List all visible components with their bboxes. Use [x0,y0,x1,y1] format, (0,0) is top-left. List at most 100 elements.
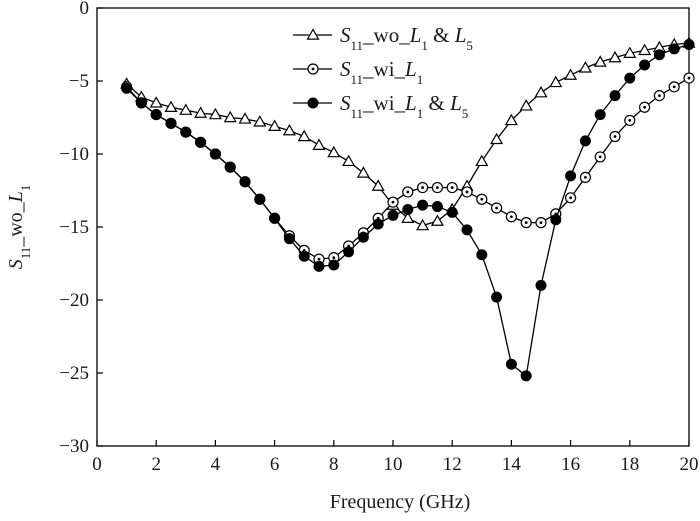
data-point-circle-dot [520,217,532,229]
data-point-filled [298,250,310,262]
data-point-triangle [208,107,222,120]
data-point-triangle [327,145,341,158]
data-point-circle-dot [461,186,473,198]
data-point-triangle [623,46,637,58]
data-point-filled [417,199,429,211]
x-tick-label: 10 [384,454,403,475]
data-point-filled [283,233,295,245]
data-point-triangle [534,85,548,98]
data-point-circle-dot [431,181,443,194]
x-tick-label: 20 [680,454,699,475]
data-point-filled [579,135,591,147]
y-tick-label: −10 [59,144,89,165]
data-point-filled [135,97,147,109]
data-point-triangle [356,166,370,178]
x-axis-title: Frequency (GHz) [330,491,471,513]
data-point-triangle [371,179,385,191]
axis-ticks: 0 2 4 6 8 10 12 14 16 18 20 0 −5 −10 −15 −20 −25 −30 [59,0,698,475]
data-point-triangle [416,218,430,231]
data-point-triangle [282,123,296,136]
x-tick-label: 16 [561,454,580,475]
y-tick-label: −20 [59,290,89,311]
x-tick-label: 8 [329,454,339,475]
data-point-triangle [306,28,320,40]
data-point-triangle [593,55,607,67]
data-point-filled [668,43,680,55]
data-point-filled [224,161,236,173]
data-point-triangle [268,119,282,131]
data-point-triangle [179,103,193,115]
legend-label: S11_wo_L1 & L5 [340,23,473,53]
legend-item-3: S11_wi_L1 & L5 [293,91,468,121]
y-tick-label: −5 [69,71,89,92]
data-point-filled [402,203,414,215]
data-point-filled [565,170,577,182]
data-point-filled [313,260,325,272]
data-point-circle-dot [307,63,319,75]
data-point-filled [535,279,547,291]
data-point-filled [195,136,207,148]
data-point-filled [269,212,281,224]
data-point-filled [461,224,473,236]
legend-item-1: S11_wo_L1 & L5 [293,23,473,53]
data-point-triangle [475,154,489,167]
data-point-filled [491,291,503,303]
data-point-circle-dot [594,151,606,163]
x-tick-label: 0 [92,454,102,475]
data-point-filled [609,90,621,102]
data-point-filled [653,49,665,61]
x-tick-label: 2 [151,454,161,475]
data-point-filled [150,109,162,121]
legend: S11_wo_L1 & L5 S11_wi_L1 S11_wi_L1 & L5 [293,23,473,121]
data-point-circle-dot [417,181,429,194]
data-point-filled [387,209,399,221]
data-point-triangle [564,68,578,80]
data-point-triangle [549,75,563,88]
data-point-triangle [223,110,237,123]
data-point-filled [180,126,192,138]
data-point-triangle [578,61,592,73]
data-point-filled [476,249,488,261]
data-point-filled [683,39,695,50]
x-tick-label: 14 [502,454,522,475]
data-point-triangle [312,138,326,150]
x-tick-label: 18 [620,454,639,475]
y-axis-title: S11_wo_L1 [5,185,33,270]
data-point-triangle [608,50,622,63]
data-point-triangle [194,106,208,118]
data-point-filled [343,246,355,258]
data-point-triangle [253,115,267,127]
data-point-filled [594,109,606,121]
x-tick-label: 12 [443,454,462,475]
series-3 [121,39,695,382]
data-point-filled [121,82,133,94]
data-point-circle-dot [402,186,414,198]
data-point-circle-dot [476,193,488,205]
data-point-triangle [490,132,504,145]
series-group [120,36,696,382]
data-point-circle-dot [638,101,651,113]
data-point-triangle [401,211,415,223]
data-point-circle-dot [668,81,680,93]
data-point-circle-dot [387,196,399,208]
data-point-filled [254,193,266,205]
data-point-filled [307,97,319,109]
data-point-circle-dot [609,130,621,143]
data-point-triangle [342,154,356,167]
data-point-triangle [297,129,311,142]
legend-label: S11_wi_L1 [340,57,423,87]
x-tick-label: 4 [211,454,221,475]
data-point-triangle [519,99,533,111]
data-point-triangle [149,96,163,108]
data-point-circle-dot [535,217,547,229]
data-point-circle-dot [624,114,636,127]
data-point-filled [639,59,651,71]
data-point-triangle [430,214,444,226]
data-point-circle-dot [564,192,577,204]
y-tick-label: −30 [59,436,89,457]
data-point-circle-dot [446,181,458,194]
data-point-triangle [504,113,518,126]
y-tick-label: −15 [59,217,89,238]
